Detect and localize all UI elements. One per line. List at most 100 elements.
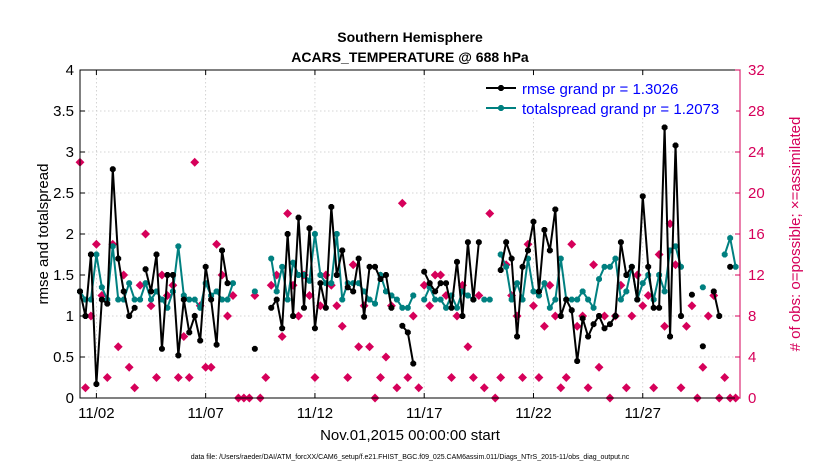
rmse-point <box>535 288 542 295</box>
spread-point <box>552 296 559 303</box>
obs-possible-point <box>228 291 238 300</box>
rmse-point <box>459 313 466 319</box>
spread-point <box>699 284 706 291</box>
rmse-point <box>213 341 220 348</box>
rmse-point <box>579 315 586 322</box>
spread-point <box>574 296 581 303</box>
obs-possible-point <box>463 342 473 352</box>
obs-possible-point <box>643 291 653 300</box>
rmse-point <box>317 280 324 287</box>
spread-point <box>617 296 624 303</box>
rmse-point <box>290 313 297 319</box>
spread-point <box>568 296 575 303</box>
spread-point <box>339 296 346 303</box>
obs-possible-point <box>682 321 691 331</box>
rmse-point <box>574 358 581 365</box>
spread-point <box>661 288 668 295</box>
obs-possible-point <box>190 157 200 167</box>
obs-possible-point <box>561 373 571 382</box>
rmse-point <box>328 203 335 210</box>
rmse-point <box>645 263 652 270</box>
spread-point <box>443 304 450 311</box>
rmse-point <box>126 313 133 319</box>
spread-point <box>191 296 198 303</box>
rmse-point <box>284 231 291 237</box>
rmse-point <box>251 345 258 352</box>
x-tick-label: 11/27 <box>625 405 661 422</box>
obs-possible-point <box>703 311 713 321</box>
y-tick-label: 0.5 <box>53 349 74 366</box>
legend: rmse grand pr = 1.3026 totalspread grand… <box>480 76 736 118</box>
rmse-point <box>311 325 318 332</box>
rmse-point <box>639 193 646 200</box>
rmse-point <box>148 288 154 295</box>
obs-possible-point <box>206 362 216 372</box>
obs-possible-point <box>261 373 271 382</box>
obs-possible-point <box>305 291 314 300</box>
rmse-point <box>169 272 176 278</box>
rmse-point <box>601 325 608 332</box>
rmse-point <box>197 337 204 344</box>
spread-point <box>393 296 400 303</box>
rmse-point <box>366 263 373 270</box>
rmse-point <box>437 280 444 287</box>
obs-possible-point <box>539 321 549 331</box>
obs-possible-point <box>545 280 555 290</box>
rmse-point <box>710 288 717 295</box>
footer-data-file: data file: /Users/raeder/DAI/ATM_forcXX/… <box>191 454 630 461</box>
obs-possible-point <box>550 311 560 321</box>
x-tick-label: 11/12 <box>297 405 333 422</box>
obs-possible-point <box>627 311 637 321</box>
spread-point <box>623 288 630 295</box>
obs-possible-point <box>365 342 375 352</box>
spread-point <box>607 263 613 270</box>
obs-possible-point <box>354 342 364 352</box>
obs-possible-point <box>283 209 293 218</box>
obs-possible-point <box>135 280 145 290</box>
rmse-point <box>361 313 368 320</box>
rmse-point <box>350 288 357 295</box>
rmse-point <box>186 329 193 336</box>
rmse-point <box>295 214 302 221</box>
legend-rmse-marker <box>498 85 504 91</box>
rmse-point <box>716 313 723 319</box>
rmse-point <box>617 239 624 246</box>
spread-point <box>273 288 280 295</box>
rmse-point <box>661 124 668 131</box>
rmse-point <box>557 313 564 319</box>
y-tick-label: 4 <box>66 62 74 79</box>
rmse-point <box>355 255 362 262</box>
rmse-point <box>525 247 531 254</box>
spread-point <box>732 263 739 270</box>
spread-point <box>672 243 679 250</box>
spread-point <box>579 288 586 295</box>
spread-line-segment <box>423 284 474 311</box>
rmse-point <box>514 333 521 340</box>
x-tick-label: 11/17 <box>406 405 442 422</box>
y-right-axis-ticks: 0 4 8 12 16 20 24 28 32 <box>735 62 765 407</box>
rmse-point <box>546 247 553 254</box>
rmse-point <box>273 296 280 303</box>
obs-possible-point <box>403 373 413 382</box>
y-right-tick-label: 4 <box>748 349 756 366</box>
spread-point <box>497 251 504 258</box>
obs-possible-point <box>589 260 599 270</box>
obs-possible-point <box>337 321 347 331</box>
obs-possible-point <box>130 383 140 393</box>
obs-possible-point <box>277 332 287 341</box>
rmse-point <box>650 304 657 311</box>
spread-point <box>279 263 286 270</box>
rmse-point <box>727 263 734 270</box>
spread-point <box>333 231 340 237</box>
rmse-point <box>180 296 187 303</box>
rmse-point <box>508 255 515 262</box>
rmse-line-segment <box>144 250 229 356</box>
rmse-point <box>519 263 526 270</box>
obs-possible-point <box>102 373 112 382</box>
x-axis-ticks: 11/02 11/07 11/12 11/17 11/22 11/27 <box>78 70 661 422</box>
rmse-point <box>497 267 504 274</box>
spread-point <box>290 259 297 266</box>
y-tick-label: 3.5 <box>53 103 74 120</box>
obs-possible-point <box>594 362 604 372</box>
y-tick-label: 1 <box>66 308 74 325</box>
